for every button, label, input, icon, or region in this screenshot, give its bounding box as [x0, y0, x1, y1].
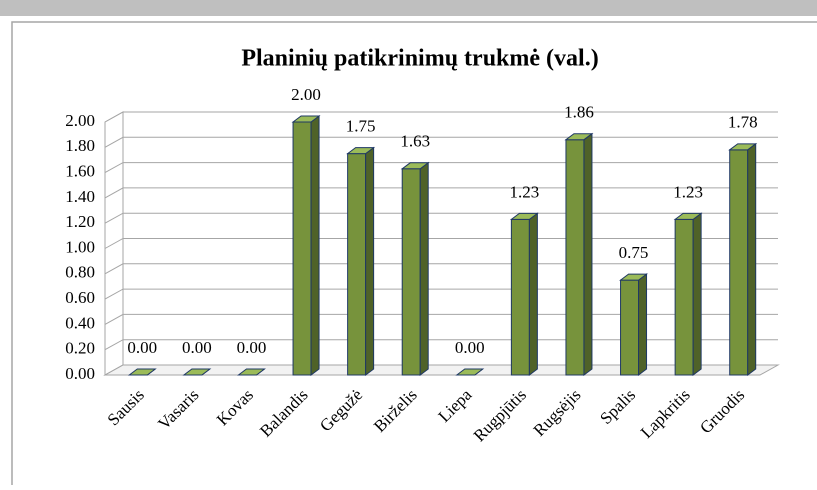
grid-line	[104, 162, 778, 174]
data-label: 0.00	[455, 338, 485, 357]
y-tick-label: 1.00	[65, 237, 95, 256]
bar	[127, 368, 157, 376]
grid-line	[104, 313, 778, 325]
data-label: 1.86	[564, 103, 594, 122]
bar	[455, 368, 485, 376]
bar-top	[619, 273, 649, 281]
grid-line	[104, 187, 778, 199]
bar-top	[127, 368, 157, 376]
grid-line	[104, 111, 778, 123]
grid-line	[104, 364, 778, 376]
bar-top	[564, 133, 594, 141]
bar-front	[620, 279, 640, 376]
bar-front	[674, 218, 694, 376]
y-tick-label: 0.80	[65, 263, 95, 282]
y-tick-label: 2.00	[65, 111, 95, 130]
data-label: 0.00	[237, 338, 267, 357]
bar-front	[729, 149, 749, 376]
bar-top	[509, 212, 539, 220]
top-strip	[0, 0, 817, 16]
data-label: 1.75	[346, 117, 376, 136]
y-tick-label: 1.60	[65, 162, 95, 181]
bar	[509, 212, 539, 376]
bar	[564, 132, 594, 376]
bar-front	[292, 121, 312, 376]
bar-front	[565, 139, 585, 376]
bar-top	[236, 368, 266, 376]
bar-side	[692, 212, 702, 376]
data-label: 1.23	[673, 182, 703, 201]
bar-top	[673, 212, 703, 220]
data-label: 1.23	[510, 182, 540, 201]
bar-top	[455, 368, 485, 376]
bar	[346, 146, 376, 376]
bar-side	[747, 142, 757, 376]
grid-line	[104, 288, 778, 300]
bar-top	[346, 147, 376, 155]
y-tick-label: 0.40	[65, 313, 95, 332]
bar-side	[419, 161, 429, 376]
bar-top	[291, 115, 321, 123]
data-label: 2.00	[291, 85, 321, 104]
grid-line	[104, 339, 778, 351]
grid-line	[104, 212, 778, 224]
bar-side	[365, 146, 375, 376]
bar-side	[583, 132, 593, 376]
bar-top	[728, 143, 758, 151]
grid-line	[104, 238, 778, 249]
data-label: 1.63	[400, 132, 430, 151]
data-label: 0.75	[619, 243, 649, 262]
y-tick-label: 0.00	[65, 364, 95, 383]
bar	[728, 142, 758, 376]
bar-top	[400, 162, 430, 170]
y-tick-label: 1.20	[65, 212, 95, 231]
bar-side	[310, 115, 320, 376]
bar-front	[510, 218, 530, 376]
bar-side	[528, 212, 538, 376]
y-tick-label: 0.20	[65, 339, 95, 358]
bar-front	[401, 168, 421, 376]
bar	[291, 115, 321, 376]
bar	[619, 273, 649, 376]
chart-title: Planinių patikrinimų trukmė (val.)	[241, 46, 598, 72]
y-tick-label: 1.40	[65, 187, 95, 206]
grid-line	[104, 263, 778, 275]
bar	[236, 368, 266, 376]
bar	[400, 161, 430, 376]
bar	[673, 212, 703, 376]
y-tick-label: 0.60	[65, 288, 95, 307]
bar-front	[347, 153, 367, 376]
bar-top	[182, 368, 212, 376]
data-label: 1.78	[728, 113, 758, 132]
y-tick-label: 1.80	[65, 136, 95, 155]
data-label: 0.00	[182, 338, 212, 357]
grid-line	[104, 136, 778, 148]
bar-side	[638, 273, 648, 376]
bar	[182, 368, 212, 376]
data-label: 0.00	[127, 338, 157, 357]
